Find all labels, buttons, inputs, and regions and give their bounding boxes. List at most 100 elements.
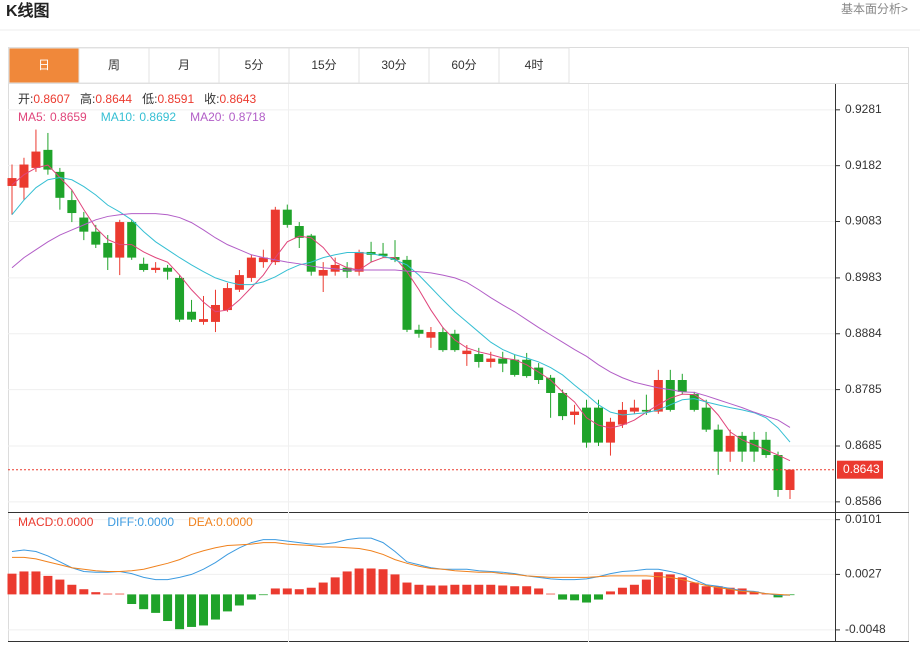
- y-tick-label: 0.8785: [845, 382, 882, 396]
- tab-bg[interactable]: [78, 47, 150, 84]
- candle-body: [414, 329, 424, 334]
- candle-body: [665, 380, 675, 410]
- fundamental-link[interactable]: 基本面分析>: [841, 2, 908, 16]
- macd-legend: MACD:0.0000 DIFF:0.0000 DEA:0.0000: [18, 515, 253, 529]
- candle-body: [749, 439, 759, 452]
- candle-body: [534, 367, 544, 381]
- y-tick-label: 0.8586: [845, 494, 882, 508]
- candle-body: [617, 409, 627, 425]
- macd-bar: [570, 594, 580, 601]
- candle-body: [426, 332, 436, 338]
- macd-bar: [414, 584, 424, 595]
- macd-bar: [749, 591, 759, 595]
- macd-bar: [653, 572, 663, 595]
- macd-legend-value: 0.0000: [57, 515, 94, 529]
- tab[interactable]: 60分: [428, 47, 500, 84]
- candle-body: [462, 350, 472, 355]
- macd-bar: [318, 582, 328, 595]
- macd-bar: [605, 591, 615, 595]
- candle-body: [234, 275, 244, 290]
- tab[interactable]: 30分: [358, 47, 430, 84]
- macd-bar: [402, 582, 412, 595]
- macd-legend-name: DEA:: [188, 515, 216, 529]
- candle-body: [103, 242, 113, 258]
- tab[interactable]: 日: [8, 47, 80, 84]
- macd-bar: [103, 593, 113, 595]
- candle-body: [210, 304, 220, 322]
- candle-body: [438, 332, 448, 351]
- candle-body: [522, 359, 532, 377]
- candle-body: [282, 209, 292, 225]
- macd-bar: [67, 584, 77, 595]
- tab-label[interactable]: 30分: [381, 58, 406, 72]
- macd-bar: [546, 593, 556, 595]
- tab-bg[interactable]: [498, 47, 570, 84]
- tab-label[interactable]: 5分: [245, 58, 264, 72]
- candle-body: [761, 439, 771, 456]
- macd-bar: [701, 586, 711, 595]
- candle-body: [246, 257, 256, 278]
- tab[interactable]: 15分: [288, 47, 360, 84]
- candle-body: [737, 435, 747, 452]
- candle-body: [629, 407, 639, 412]
- ma-legend-value: 0.8692: [139, 110, 176, 124]
- candle-body: [199, 319, 209, 322]
- tab[interactable]: 月: [148, 47, 220, 84]
- macd-bar: [306, 587, 316, 595]
- macd-bar: [19, 571, 29, 595]
- macd-bar: [234, 594, 244, 606]
- tab-label[interactable]: 月: [178, 58, 190, 72]
- macd-bar: [378, 569, 388, 595]
- tab[interactable]: 周: [78, 47, 150, 84]
- y-tick-label: 0.8884: [845, 326, 882, 340]
- candle-body: [450, 333, 460, 351]
- ohlc-label: 低:: [142, 92, 157, 106]
- candle-body: [31, 151, 41, 168]
- ma-line: [11, 164, 791, 462]
- candle-body: [139, 263, 149, 271]
- candle-body: [270, 209, 280, 263]
- macd-bar: [342, 571, 352, 595]
- macd-bar: [713, 586, 723, 595]
- ohlc-value: 0.8643: [219, 92, 256, 106]
- tab-label[interactable]: 日: [38, 58, 50, 72]
- candle-body: [390, 257, 400, 260]
- candle-body: [7, 178, 17, 186]
- ohlc-value: 0.8591: [157, 92, 194, 106]
- tab[interactable]: 4时: [498, 47, 570, 84]
- macd-bar: [139, 594, 149, 610]
- tab[interactable]: 5分: [218, 47, 290, 84]
- ohlc-label: 高:: [80, 91, 95, 106]
- ma-legend-value: 0.8718: [229, 110, 266, 124]
- last-price-box: [837, 460, 883, 479]
- y-tick-label: -0.0048: [845, 622, 886, 636]
- candle-body: [785, 469, 795, 491]
- tab-label[interactable]: 60分: [451, 58, 476, 72]
- candle-body: [55, 171, 65, 198]
- macd-bar: [175, 594, 185, 630]
- candle-body: [91, 231, 101, 245]
- ma-legend: MA5: 0.8659 MA10: 0.8692 MA20: 0.8718: [18, 110, 266, 124]
- tab-bg[interactable]: [288, 47, 360, 84]
- macd-legend-name: DIFF:: [107, 515, 137, 529]
- ohlc-value: 0.8644: [95, 92, 132, 106]
- candle-body: [306, 235, 316, 272]
- macd-legend-value: 0.0000: [216, 515, 253, 529]
- tab-label[interactable]: 4时: [525, 58, 544, 72]
- tab-label[interactable]: 15分: [311, 58, 336, 72]
- candle-body: [318, 270, 328, 276]
- tab-label[interactable]: 周: [108, 58, 120, 72]
- tab-bg[interactable]: [8, 47, 80, 84]
- tab-bg[interactable]: [148, 47, 220, 84]
- macd-bar: [43, 575, 53, 595]
- page-title: K线图: [6, 1, 50, 20]
- candle-body: [701, 407, 711, 430]
- candle-body: [151, 267, 161, 271]
- y-tick-label: 0.0027: [845, 567, 882, 581]
- y-tick-label: 0.8685: [845, 438, 882, 452]
- candle-body: [689, 394, 699, 410]
- candle-body: [67, 200, 77, 214]
- macd-bar: [163, 594, 173, 622]
